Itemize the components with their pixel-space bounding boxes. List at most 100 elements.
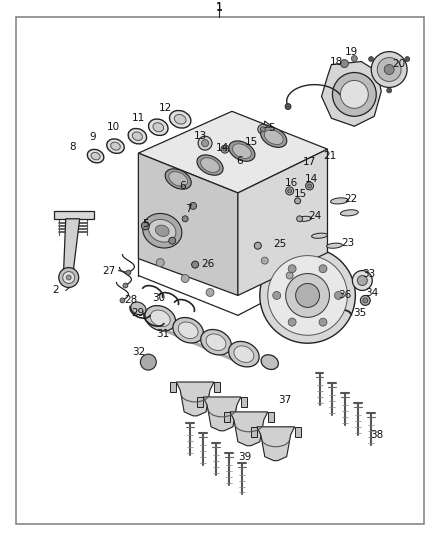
Circle shape	[140, 354, 156, 370]
Text: 14: 14	[215, 143, 229, 153]
Circle shape	[126, 270, 131, 275]
Ellipse shape	[107, 139, 124, 154]
Text: 18: 18	[330, 56, 343, 67]
Text: 2: 2	[53, 286, 59, 295]
Text: 31: 31	[157, 329, 170, 339]
Ellipse shape	[131, 302, 146, 315]
Ellipse shape	[261, 127, 287, 148]
Ellipse shape	[145, 305, 176, 331]
Circle shape	[260, 127, 265, 132]
Text: 25: 25	[273, 239, 286, 249]
Text: 34: 34	[366, 288, 379, 298]
Circle shape	[181, 274, 189, 282]
Circle shape	[192, 261, 198, 268]
Circle shape	[357, 276, 367, 286]
Text: 15: 15	[245, 137, 258, 147]
Circle shape	[66, 275, 71, 280]
Polygon shape	[176, 382, 214, 416]
Circle shape	[360, 295, 370, 305]
Text: 20: 20	[392, 59, 406, 69]
Ellipse shape	[178, 322, 198, 338]
Ellipse shape	[155, 225, 169, 237]
Ellipse shape	[128, 128, 147, 144]
Ellipse shape	[169, 172, 187, 187]
Text: 5: 5	[268, 123, 275, 133]
Ellipse shape	[229, 342, 259, 367]
Polygon shape	[62, 219, 80, 278]
Text: 23: 23	[341, 238, 354, 248]
Circle shape	[141, 222, 149, 230]
Text: 9: 9	[89, 132, 96, 142]
Text: 12: 12	[159, 103, 172, 114]
Circle shape	[223, 147, 227, 151]
Polygon shape	[321, 61, 381, 126]
Circle shape	[377, 58, 401, 82]
Ellipse shape	[326, 243, 343, 248]
Ellipse shape	[197, 155, 223, 175]
Text: 8: 8	[69, 142, 76, 152]
Text: 1: 1	[215, 3, 223, 13]
Polygon shape	[138, 111, 328, 193]
Text: 6: 6	[179, 181, 185, 191]
Circle shape	[306, 182, 314, 190]
Circle shape	[296, 284, 319, 308]
Circle shape	[405, 56, 410, 61]
Ellipse shape	[340, 210, 358, 216]
Text: 36: 36	[338, 290, 351, 301]
Circle shape	[59, 268, 79, 287]
Ellipse shape	[150, 310, 170, 327]
Text: 7: 7	[185, 204, 191, 214]
Ellipse shape	[143, 213, 182, 248]
Circle shape	[190, 203, 197, 209]
Circle shape	[63, 271, 75, 284]
Text: 37: 37	[278, 395, 291, 405]
Circle shape	[288, 318, 296, 326]
Circle shape	[260, 248, 355, 343]
Circle shape	[206, 288, 214, 296]
Ellipse shape	[298, 216, 311, 221]
Ellipse shape	[229, 141, 255, 161]
Ellipse shape	[165, 169, 191, 189]
Text: 30: 30	[152, 294, 165, 303]
Ellipse shape	[173, 318, 203, 343]
Circle shape	[340, 80, 368, 108]
Ellipse shape	[201, 329, 231, 355]
Circle shape	[371, 52, 407, 87]
Text: 38: 38	[371, 430, 384, 440]
Circle shape	[387, 88, 392, 93]
Text: 1: 1	[215, 2, 223, 12]
Ellipse shape	[261, 355, 279, 369]
Ellipse shape	[233, 144, 251, 158]
Text: 5: 5	[142, 219, 148, 229]
Text: 14: 14	[305, 174, 318, 184]
Circle shape	[340, 60, 348, 68]
Circle shape	[198, 136, 212, 150]
Text: 6: 6	[237, 156, 243, 166]
Text: 15: 15	[294, 189, 307, 199]
Polygon shape	[138, 153, 238, 295]
Polygon shape	[170, 382, 176, 392]
Polygon shape	[238, 149, 328, 295]
Ellipse shape	[234, 346, 254, 362]
Circle shape	[351, 55, 357, 61]
Text: 10: 10	[107, 122, 120, 132]
Circle shape	[201, 140, 208, 147]
Circle shape	[288, 189, 292, 193]
Circle shape	[156, 259, 164, 266]
Text: 32: 32	[132, 347, 145, 357]
Ellipse shape	[170, 110, 191, 128]
Circle shape	[237, 141, 243, 147]
Text: 27: 27	[102, 265, 115, 276]
Circle shape	[332, 72, 376, 116]
Ellipse shape	[148, 119, 168, 135]
Circle shape	[319, 318, 327, 326]
Text: 26: 26	[201, 259, 215, 269]
Ellipse shape	[311, 233, 328, 238]
Ellipse shape	[174, 115, 186, 124]
Circle shape	[285, 103, 291, 109]
Text: 28: 28	[124, 295, 137, 305]
Circle shape	[369, 56, 374, 61]
Ellipse shape	[331, 198, 348, 204]
Polygon shape	[224, 412, 230, 422]
Circle shape	[261, 257, 268, 264]
